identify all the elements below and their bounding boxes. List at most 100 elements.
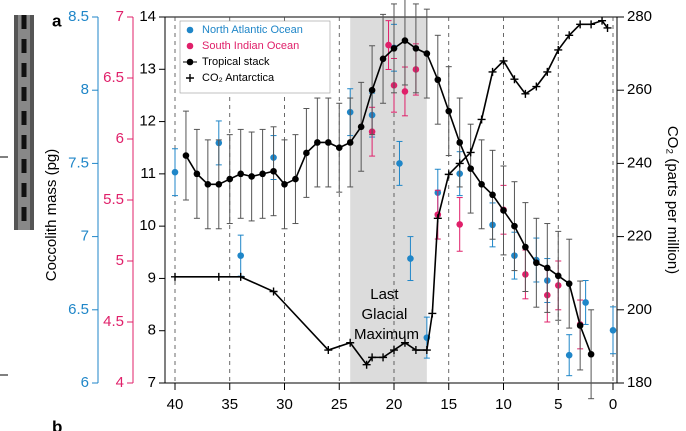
y-tick-label: 11	[140, 165, 156, 182]
y-tick-label: 240	[627, 154, 652, 171]
y-tick-label: 7	[116, 8, 124, 25]
point	[346, 139, 354, 146]
point	[521, 89, 530, 98]
point	[466, 148, 475, 157]
point	[477, 115, 486, 124]
point	[335, 144, 343, 152]
legend-box	[179, 20, 331, 94]
point	[576, 20, 585, 29]
point	[281, 181, 288, 188]
panel-label: a	[52, 11, 62, 30]
point	[603, 23, 612, 32]
point	[362, 360, 371, 369]
y-tick-label: 6	[81, 374, 89, 391]
y-tick-label: 9	[148, 269, 156, 286]
point	[445, 107, 453, 115]
point	[390, 346, 398, 355]
point	[259, 170, 266, 178]
point	[269, 287, 278, 296]
y-tick-label: 8.5	[68, 8, 89, 25]
point	[565, 280, 573, 287]
point	[587, 350, 595, 358]
point	[423, 50, 431, 57]
point	[511, 222, 518, 230]
y-tick-label: 280	[627, 8, 652, 25]
point	[587, 20, 596, 29]
point	[411, 346, 420, 355]
point	[379, 55, 387, 63]
lgm-shade	[350, 17, 427, 383]
point	[576, 322, 584, 329]
y-tick-label: 8	[148, 322, 156, 339]
legend-marker	[186, 26, 194, 34]
point	[357, 123, 365, 131]
point	[401, 88, 409, 95]
point	[236, 272, 245, 281]
x-tick-label: 40	[167, 396, 184, 413]
point	[204, 181, 212, 188]
point	[444, 170, 453, 179]
point	[467, 165, 474, 172]
x-tick-label: 35	[221, 396, 238, 413]
point	[533, 259, 540, 267]
point	[422, 346, 431, 355]
point	[455, 159, 464, 168]
point	[226, 175, 234, 183]
point	[379, 353, 388, 362]
point	[434, 76, 442, 84]
x-tick-label: 0	[609, 396, 617, 413]
x-tick-label: 10	[495, 396, 512, 413]
point	[532, 82, 541, 91]
point	[182, 152, 190, 159]
point	[499, 56, 508, 65]
x-tick-label: 15	[440, 396, 457, 413]
point	[488, 67, 497, 76]
legend-marker	[186, 42, 194, 50]
y-tick-label: 13	[139, 60, 156, 77]
y-tick-label: 6.5	[103, 69, 124, 86]
point	[428, 309, 437, 318]
point	[401, 37, 409, 44]
y-tick-label: 6.5	[68, 301, 89, 318]
y-tick-label: 10	[139, 217, 156, 234]
y-tick-label: 5	[116, 252, 124, 269]
point	[543, 67, 552, 76]
legend-label: South Indian Ocean	[202, 40, 299, 52]
point	[407, 255, 414, 262]
x-tick-label: 30	[276, 396, 293, 413]
y-tick-label: 7	[148, 374, 156, 391]
point	[412, 45, 420, 52]
point	[292, 175, 299, 183]
point	[500, 207, 507, 214]
y-tick-label: 7	[81, 228, 89, 245]
legend-label: CO₂ Antarctica	[202, 72, 275, 84]
core-image	[0, 0, 40, 431]
y-tick-label: 6	[116, 130, 124, 147]
point	[565, 31, 574, 40]
point	[400, 338, 409, 347]
point	[324, 346, 333, 355]
y-tick-label: 220	[627, 228, 652, 245]
point	[456, 221, 464, 228]
point	[346, 338, 355, 347]
point	[270, 167, 277, 175]
y-tick-label: 12	[139, 113, 156, 130]
y-tick-label: 8	[81, 81, 89, 98]
point	[248, 173, 255, 180]
y-tick-label: 4.5	[103, 313, 124, 330]
point	[510, 75, 519, 84]
legend-marker	[186, 74, 194, 82]
annotation: Last Glacial Maximum	[354, 286, 419, 343]
point	[609, 326, 617, 334]
point	[303, 149, 310, 157]
y2-axis-label: CO₂ (parts per million)	[664, 126, 681, 274]
point	[368, 86, 376, 94]
y-tick-label: 260	[627, 81, 652, 98]
point	[193, 170, 201, 178]
point	[215, 181, 223, 188]
point	[598, 16, 607, 25]
point	[565, 351, 573, 359]
point	[478, 181, 485, 188]
point	[385, 41, 392, 49]
point	[368, 353, 377, 362]
